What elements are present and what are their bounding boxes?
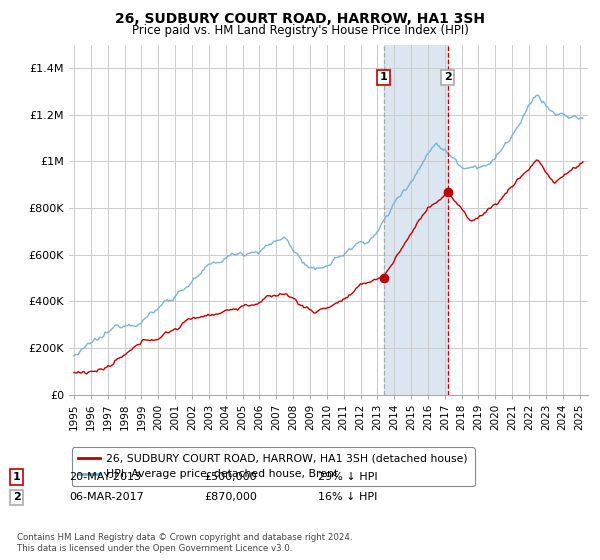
Text: Contains HM Land Registry data © Crown copyright and database right 2024.
This d: Contains HM Land Registry data © Crown c… [17,533,352,553]
Text: 1: 1 [380,72,388,82]
Text: 2: 2 [13,492,20,502]
Text: 20-MAY-2013: 20-MAY-2013 [69,472,141,482]
Text: £500,000: £500,000 [204,472,257,482]
Text: 06-MAR-2017: 06-MAR-2017 [69,492,144,502]
Text: 26, SUDBURY COURT ROAD, HARROW, HA1 3SH: 26, SUDBURY COURT ROAD, HARROW, HA1 3SH [115,12,485,26]
Text: 2: 2 [444,72,452,82]
Text: Price paid vs. HM Land Registry's House Price Index (HPI): Price paid vs. HM Land Registry's House … [131,24,469,36]
Text: 1: 1 [13,472,20,482]
Text: £870,000: £870,000 [204,492,257,502]
Legend: 26, SUDBURY COURT ROAD, HARROW, HA1 3SH (detached house), HPI: Average price, de: 26, SUDBURY COURT ROAD, HARROW, HA1 3SH … [72,447,475,486]
Text: 16% ↓ HPI: 16% ↓ HPI [318,492,377,502]
Text: 29% ↓ HPI: 29% ↓ HPI [318,472,377,482]
Bar [384,45,448,395]
